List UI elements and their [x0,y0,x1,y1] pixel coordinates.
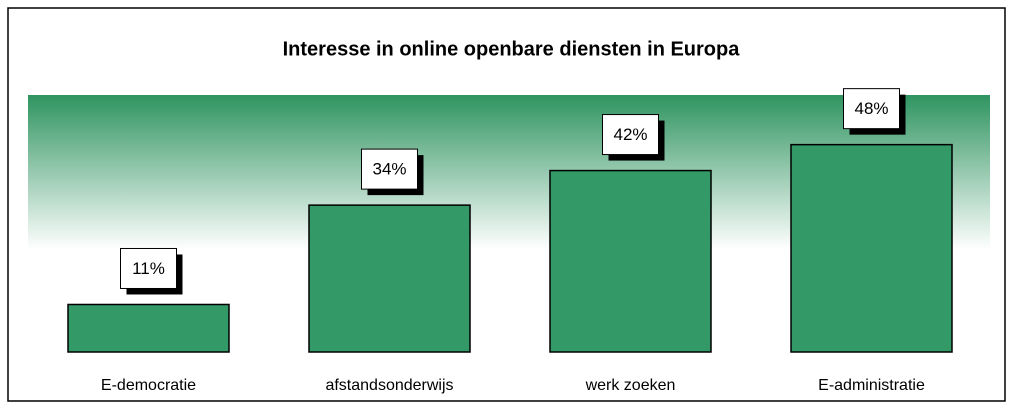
x-tick-label: E-administratie [818,377,925,394]
label-box [361,148,418,190]
chart-title: Interesse in online openbare diensten in… [283,38,741,60]
data-label: 34% [372,160,406,179]
data-label: 11% [132,259,165,278]
bar [67,303,230,353]
data-label: 42% [613,125,647,144]
bar [549,169,712,353]
data-label: 48% [854,99,888,118]
x-tick-label: afstandsonderwijs [325,377,453,394]
label-box [120,247,177,289]
bar [308,204,471,353]
bar [790,143,953,353]
label-box [602,114,659,156]
x-tick-label: E-democratie [101,377,196,394]
label-box [843,88,900,130]
x-tick-label: werk zoeken [585,377,676,394]
